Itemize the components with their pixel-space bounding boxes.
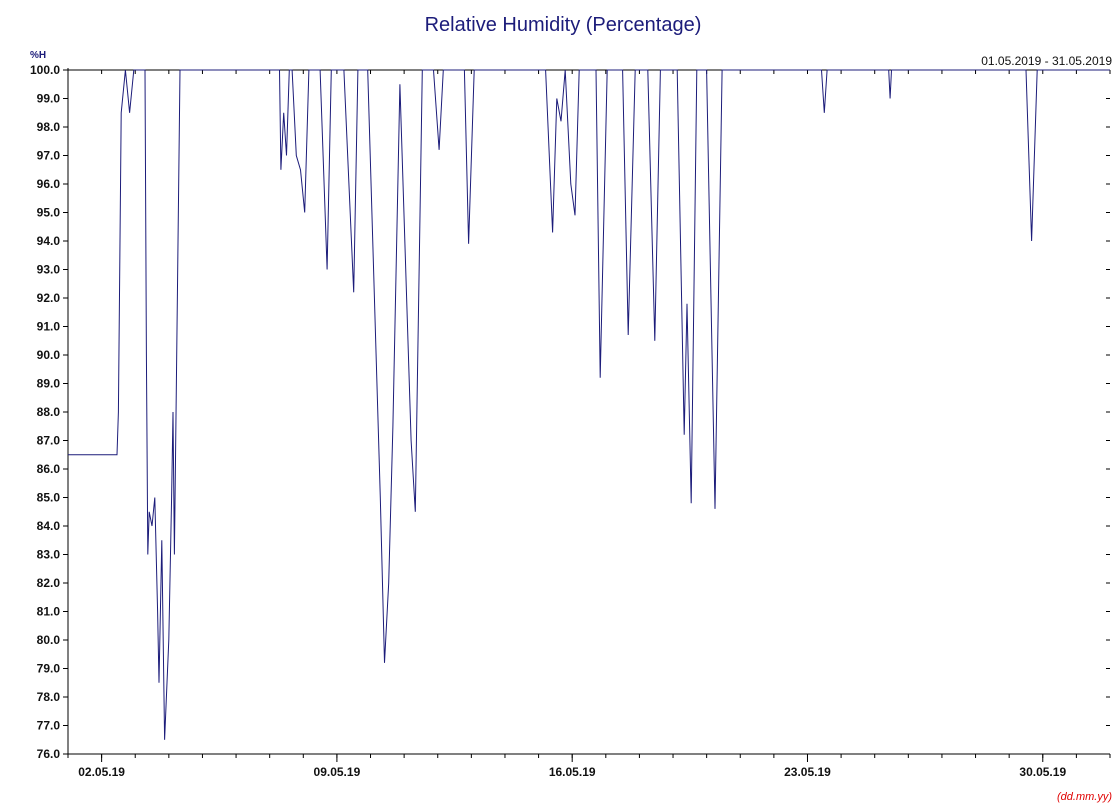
y-tick-label: 85.0 [37, 491, 61, 505]
y-tick-label: 92.0 [37, 291, 61, 305]
x-tick-label: 09.05.19 [314, 765, 361, 779]
x-tick-label: 16.05.19 [549, 765, 596, 779]
chart-title: Relative Humidity (Percentage) [425, 14, 702, 36]
y-tick-label: 96.0 [37, 177, 61, 191]
y-tick-label: 88.0 [37, 405, 61, 419]
y-tick-label: 80.0 [37, 633, 61, 647]
y-tick-label: 94.0 [37, 234, 61, 248]
x-tick-label: 30.05.19 [1019, 765, 1066, 779]
date-range-label: 01.05.2019 - 31.05.2019 [981, 54, 1112, 68]
y-tick-label: 86.0 [37, 462, 61, 476]
y-tick-label: 82.0 [37, 576, 61, 590]
y-tick-label: 99.0 [37, 92, 61, 106]
y-tick-label: 90.0 [37, 348, 61, 362]
y-tick-label: 78.0 [37, 690, 61, 704]
y-tick-label: 87.0 [37, 434, 61, 448]
y-axis: 100.0 99.0 98.0 97.0 96.0 95.0 94.0 93.0 92.0 91.… [30, 63, 1110, 761]
x-tick-label: 02.05.19 [78, 765, 125, 779]
humidity-series-line [68, 69, 1110, 740]
x-tick-label: 23.05.19 [784, 765, 831, 779]
y-tick-label: 79.0 [37, 662, 61, 676]
y-tick-label: 76.0 [37, 747, 61, 761]
y-axis-label: %H [30, 50, 46, 61]
series-group [68, 69, 1110, 740]
x-axis-format-label: (dd.mm.yy) [1057, 791, 1112, 803]
y-tick-label: 97.0 [37, 149, 61, 163]
y-tick-label: 77.0 [37, 719, 61, 733]
y-tick-label: 83.0 [37, 548, 61, 562]
y-tick-label: 89.0 [37, 377, 61, 391]
y-tick-label: 95.0 [37, 206, 61, 220]
y-tick-label: 81.0 [37, 605, 61, 619]
y-tick-label: 84.0 [37, 519, 61, 533]
plot-area [67, 68, 1110, 755]
y-tick-label: 91.0 [37, 320, 61, 334]
y-tick-label: 100.0 [30, 63, 60, 77]
x-axis: 02.05.19 09.05.19 16.05.19 23.05.19 30.05.19 [67, 70, 1111, 779]
y-tick-label: 98.0 [37, 120, 61, 134]
y-tick-label: 93.0 [37, 263, 61, 277]
